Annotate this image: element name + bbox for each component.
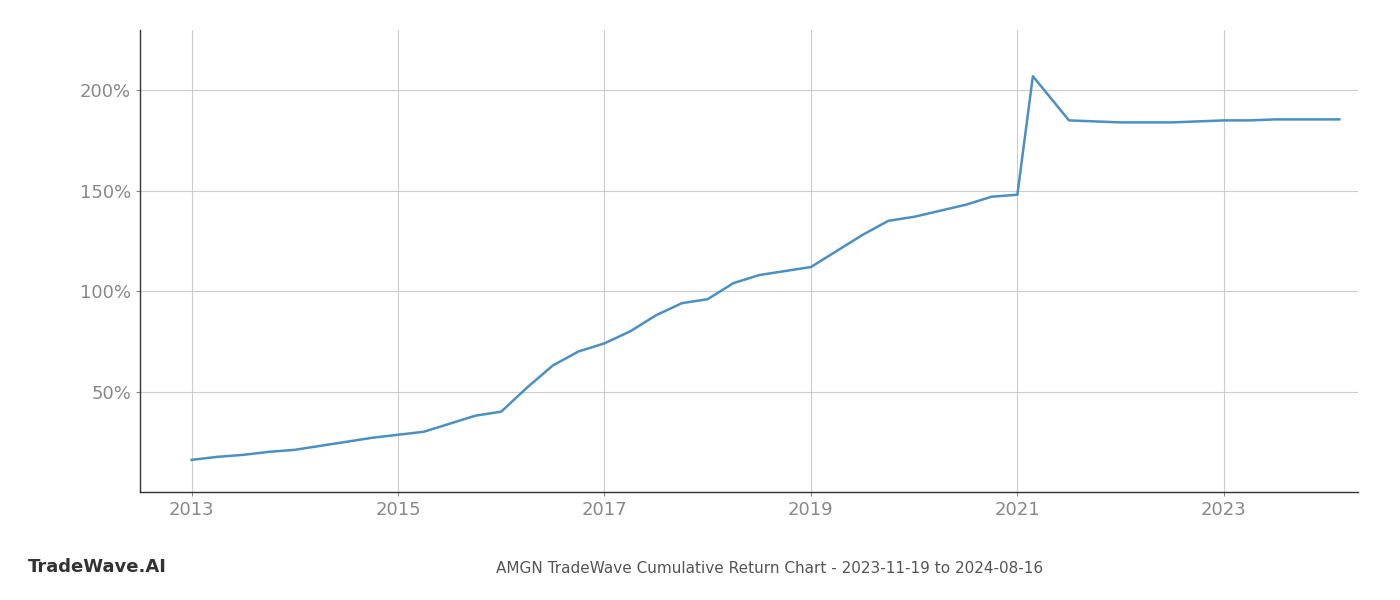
Text: TradeWave.AI: TradeWave.AI (28, 558, 167, 576)
Text: AMGN TradeWave Cumulative Return Chart - 2023-11-19 to 2024-08-16: AMGN TradeWave Cumulative Return Chart -… (497, 561, 1043, 576)
